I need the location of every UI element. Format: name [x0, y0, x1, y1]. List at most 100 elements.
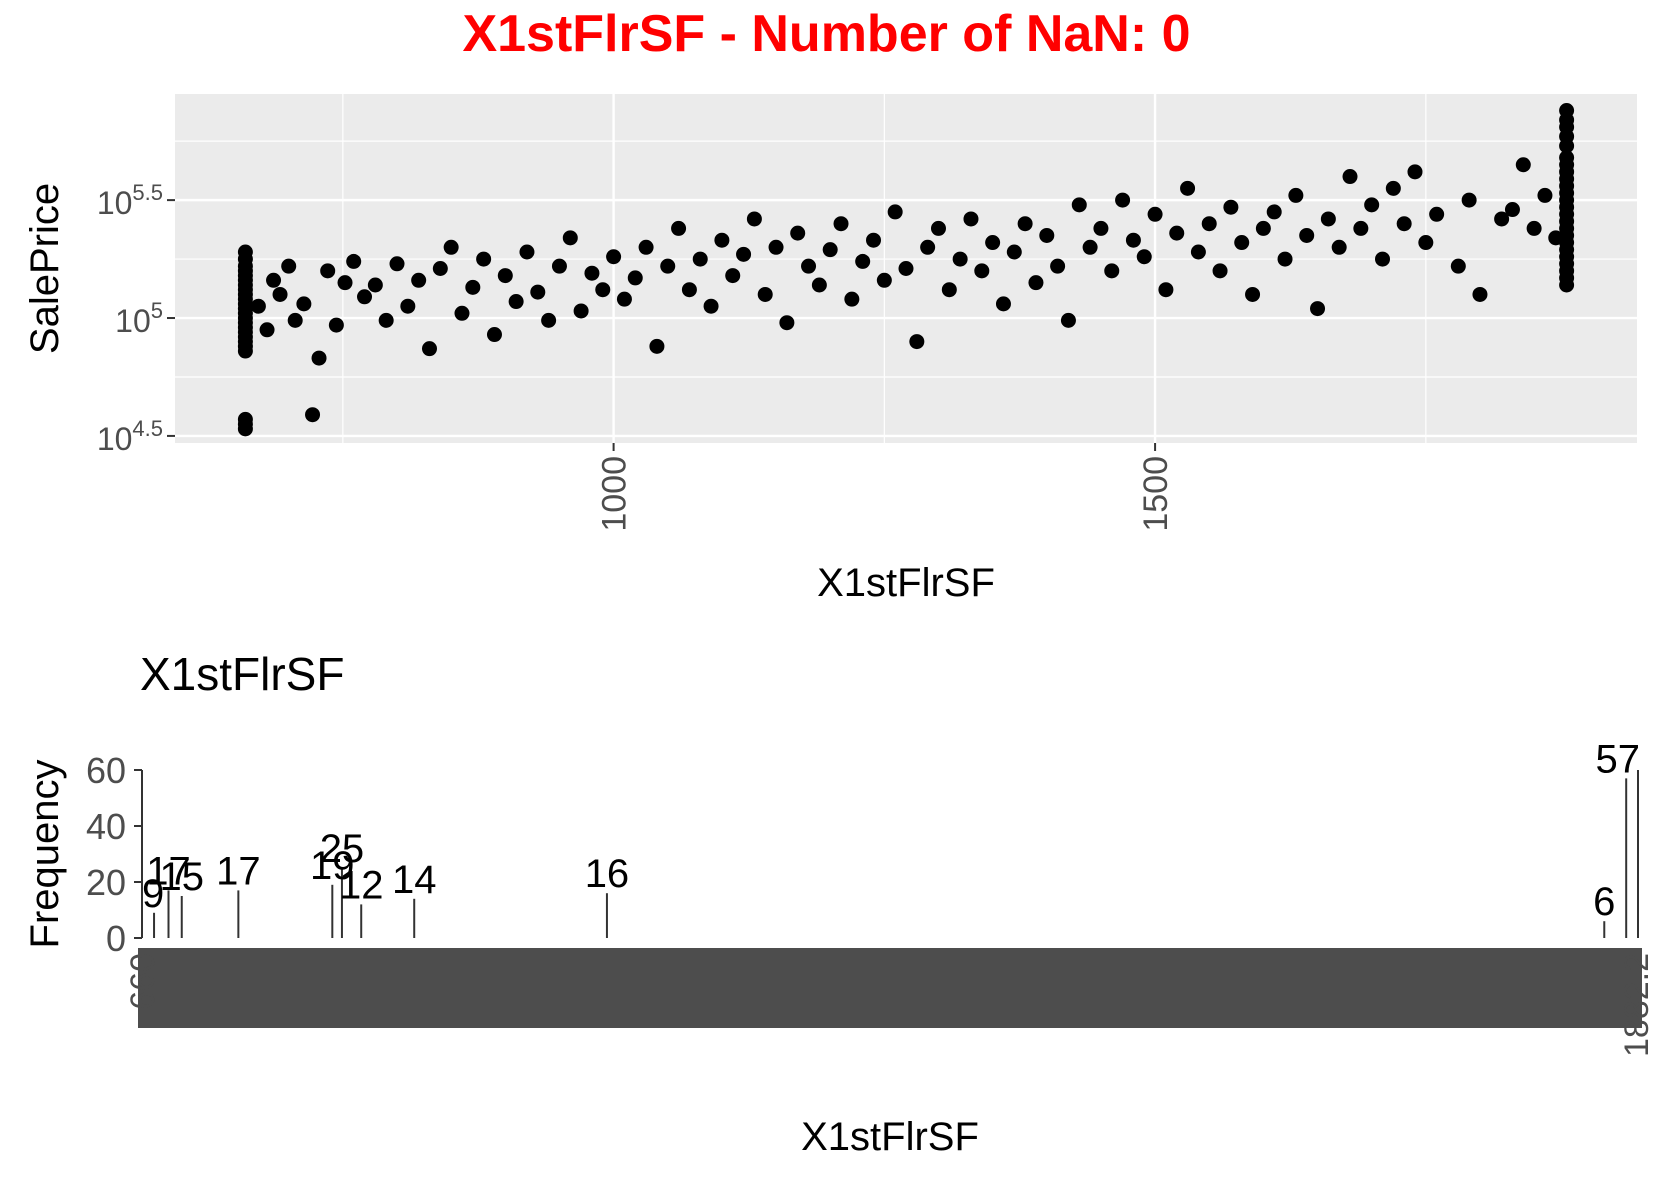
data-point	[779, 315, 795, 331]
x-tick-label: 1000	[596, 456, 634, 532]
data-point	[486, 327, 502, 343]
data-point	[1559, 150, 1575, 166]
data-point	[1320, 211, 1336, 227]
y-tick-label: 104.5	[97, 416, 163, 457]
data-point	[1494, 211, 1510, 227]
data-point	[930, 220, 946, 236]
data-point	[1234, 235, 1250, 251]
data-point	[1104, 263, 1120, 279]
data-point	[1472, 286, 1488, 302]
data-point	[703, 298, 719, 314]
data-point	[237, 411, 253, 427]
x-tick-label: 1500	[1137, 456, 1175, 532]
data-point	[432, 261, 448, 276]
data-point	[259, 322, 275, 338]
data-point	[1526, 220, 1542, 236]
data-point	[995, 296, 1011, 312]
data-point	[1125, 232, 1141, 248]
bar-value-label: 12	[339, 863, 384, 907]
data-point	[237, 244, 253, 260]
figure-title: X1stFlrSF - Number of NaN: 0	[462, 5, 1191, 63]
data-point	[811, 277, 827, 293]
data-point	[1245, 286, 1261, 302]
data-point	[1169, 225, 1185, 241]
data-point	[465, 279, 481, 295]
data-point	[1223, 199, 1239, 215]
data-point	[898, 261, 914, 276]
data-point	[272, 286, 288, 302]
data-point	[1093, 220, 1109, 236]
data-point	[346, 253, 362, 269]
data-point	[1429, 206, 1445, 222]
x-axis-title: X1stFlrSF	[801, 1115, 979, 1159]
data-point	[443, 239, 459, 255]
data-point	[1060, 312, 1076, 328]
data-point	[920, 239, 936, 255]
data-point	[801, 258, 817, 274]
data-point	[1537, 187, 1553, 203]
data-point	[1407, 164, 1423, 180]
data-point	[833, 216, 849, 232]
data-point	[1158, 282, 1174, 298]
data-point	[660, 258, 676, 274]
data-point	[1310, 301, 1326, 317]
data-point	[855, 253, 871, 269]
bar-value-label: 17	[146, 849, 191, 893]
data-point	[1288, 187, 1304, 203]
x-tick-label-first: 660	[124, 953, 162, 1010]
data-point	[1050, 258, 1066, 274]
data-point	[1115, 192, 1131, 208]
data-point	[551, 258, 567, 274]
data-point	[562, 230, 578, 246]
data-point	[714, 232, 730, 248]
data-point	[1353, 220, 1369, 236]
data-point	[305, 407, 321, 423]
data-point	[1396, 216, 1412, 232]
data-point	[287, 312, 303, 328]
data-point	[866, 232, 882, 248]
bar-value-label: 17	[216, 849, 261, 893]
y-tick-label: 105.5	[97, 180, 163, 221]
data-point	[638, 239, 654, 255]
data-point	[746, 211, 762, 227]
data-point	[1212, 263, 1228, 279]
data-point	[281, 258, 297, 274]
data-point	[887, 204, 903, 220]
data-point	[692, 251, 708, 267]
data-point	[844, 291, 860, 307]
data-point	[985, 235, 1001, 251]
data-point	[1006, 244, 1022, 260]
data-point	[1385, 180, 1401, 196]
data-point	[1559, 103, 1575, 119]
data-point	[671, 220, 687, 236]
data-point	[421, 341, 437, 357]
data-point	[736, 246, 752, 262]
data-point	[1180, 180, 1196, 196]
data-point	[876, 272, 892, 288]
data-point	[1375, 251, 1391, 267]
data-point	[595, 282, 611, 298]
data-point	[681, 282, 697, 298]
data-point	[1266, 204, 1282, 220]
data-point	[1461, 192, 1477, 208]
data-point	[1190, 244, 1206, 260]
bar-value-label: 6	[1593, 880, 1615, 924]
data-point	[378, 312, 394, 328]
bar-value-label: 57	[1596, 737, 1641, 781]
data-point	[1342, 169, 1358, 185]
data-point	[584, 265, 600, 281]
data-point	[1028, 275, 1044, 291]
data-point	[266, 272, 282, 288]
data-point	[1071, 197, 1087, 213]
data-point	[909, 334, 925, 350]
y-tick-label: 20	[86, 862, 126, 903]
data-point	[367, 277, 383, 293]
data-point	[790, 225, 806, 241]
data-point	[757, 286, 773, 302]
y-tick-label: 40	[86, 806, 126, 847]
y-tick-label: 105	[115, 298, 163, 339]
data-point	[768, 239, 784, 255]
data-point	[328, 317, 344, 333]
data-point	[519, 244, 535, 260]
